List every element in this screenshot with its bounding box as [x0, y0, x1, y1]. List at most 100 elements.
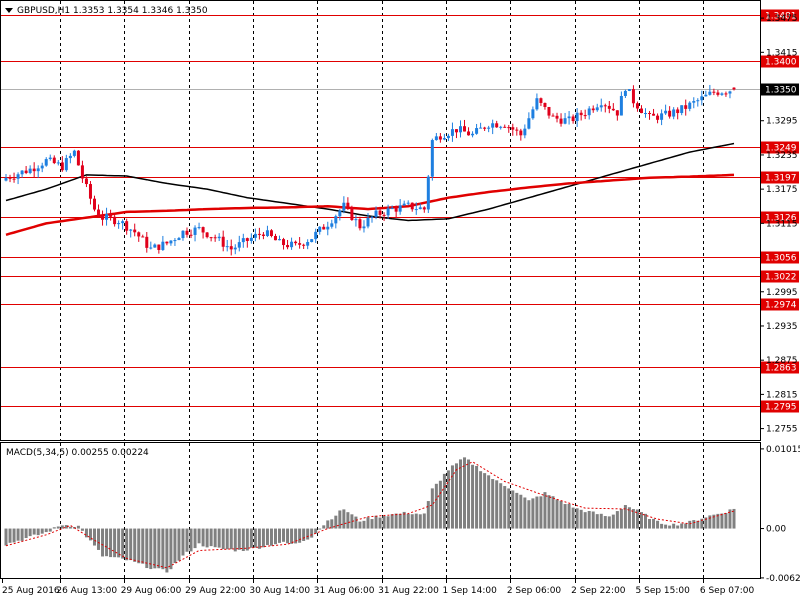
macd-bar	[603, 516, 607, 529]
candle-body	[217, 236, 221, 239]
macd-bar	[627, 507, 631, 529]
macd-bar	[189, 528, 193, 552]
candle-body	[20, 170, 24, 175]
macd-bar	[599, 513, 603, 529]
macd-bar	[92, 528, 96, 546]
price-axis: 1.3475 1.3415 1.3295 1.3235 1.3175 1.3115 1.29…	[760, 14, 798, 435]
macd-bar	[121, 528, 125, 559]
macd-bar	[32, 528, 36, 535]
macd-bar	[487, 475, 491, 529]
candle-body	[656, 115, 660, 120]
candle-body	[652, 113, 656, 116]
time-tick-label: 29 Aug 06:00	[121, 586, 182, 596]
macd-bar	[141, 528, 145, 564]
price-tick-label: 1.2815	[766, 390, 798, 400]
macd-bar	[430, 488, 434, 529]
candle-body	[668, 110, 672, 117]
candle-body	[193, 227, 197, 235]
candle-body	[603, 105, 607, 107]
level-badge	[761, 141, 799, 154]
macd-signal-line	[5, 461, 735, 569]
level-label: 1.3400	[765, 58, 797, 68]
candle-body	[129, 229, 133, 231]
macd-bar	[60, 525, 64, 529]
macd-bar	[479, 471, 483, 529]
candle-body	[56, 162, 60, 164]
macd-bar	[133, 528, 137, 562]
macd-bar	[619, 508, 623, 529]
candle-body	[479, 127, 483, 129]
price-tick-label: 1.3415	[766, 48, 798, 58]
macd-bar	[611, 514, 615, 529]
macd-bar	[338, 510, 342, 529]
candle-body	[527, 118, 531, 129]
macd-bar	[197, 528, 201, 544]
candle-body	[181, 230, 185, 239]
candle-body	[450, 129, 454, 136]
candle-body	[278, 239, 282, 241]
candle-body	[88, 184, 92, 199]
candle-body	[185, 230, 189, 235]
macd-bar	[434, 483, 438, 529]
macd-panel: 0.01015 0.00 -0.00629 MACD(5,34,5) 0.00255…	[0, 442, 800, 584]
macd-bar	[515, 492, 519, 529]
candle-body	[615, 110, 619, 116]
level-badge	[761, 361, 799, 374]
candle-body	[330, 223, 334, 227]
candle-body	[704, 94, 708, 97]
candle-body	[229, 246, 233, 250]
candle-body	[535, 98, 539, 110]
macd-bar	[382, 515, 386, 529]
macd-bar	[563, 504, 567, 529]
macd-bar	[209, 528, 213, 547]
candle-body	[302, 244, 306, 246]
candle-body	[68, 155, 72, 159]
macd-bar	[732, 508, 736, 529]
macd-bar	[475, 465, 479, 529]
macd-bar	[402, 511, 406, 529]
candle-body	[599, 105, 603, 108]
macd-bar	[322, 525, 326, 529]
macd-bar	[543, 492, 547, 529]
macd-bar	[129, 528, 133, 561]
macd-bar	[499, 483, 503, 529]
candle-body	[322, 226, 326, 230]
candle-body	[398, 205, 402, 212]
collapse-triangle-icon[interactable]	[5, 8, 13, 13]
candle-body	[294, 241, 298, 244]
macd-bar	[165, 528, 169, 573]
macd-bar	[398, 513, 402, 529]
candle-body	[507, 127, 511, 129]
vertical-grid	[60, 1, 704, 440]
time-tick-label: 31 Aug 06:00	[314, 586, 375, 596]
candle-body	[298, 243, 302, 245]
candle-body	[547, 106, 551, 116]
candle-body	[113, 216, 117, 225]
macd-bar	[700, 518, 704, 529]
level-label: 1.2795	[765, 403, 797, 413]
price-tick-label: 1.3295	[766, 117, 798, 127]
candle-body	[318, 226, 322, 232]
candle-body	[559, 118, 563, 124]
candle-body	[141, 236, 145, 238]
candle-body	[314, 231, 318, 240]
candle-body	[121, 221, 125, 224]
candle-body	[648, 113, 652, 115]
macd-bar	[52, 527, 56, 529]
candle-body	[282, 239, 286, 246]
candle-body	[712, 91, 716, 93]
candle-body	[623, 90, 627, 96]
macd-bar	[483, 473, 487, 529]
candle-body	[125, 221, 129, 231]
macd-bar	[579, 509, 583, 529]
level-badge	[761, 55, 799, 68]
candle-body	[458, 126, 462, 133]
macd-bar	[471, 464, 475, 529]
macd-histogram	[4, 457, 736, 573]
candle-body	[394, 208, 398, 212]
candle-body	[575, 112, 579, 122]
macd-bar	[346, 512, 350, 529]
time-tick-label: 6 Sep 07:00	[700, 586, 755, 596]
